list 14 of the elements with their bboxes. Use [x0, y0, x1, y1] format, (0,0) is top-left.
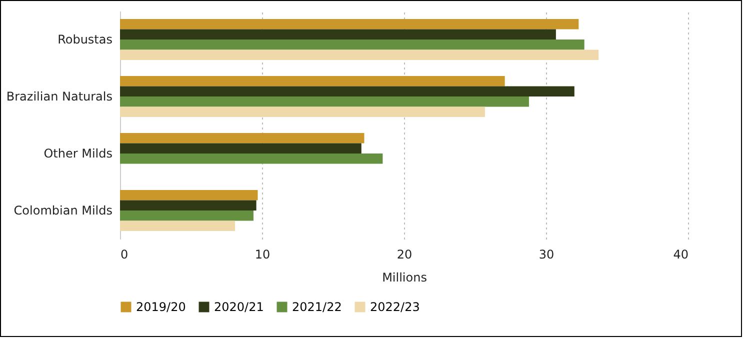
- x-tick-label: 10: [254, 248, 270, 262]
- x-axis-title: Millions: [382, 270, 427, 284]
- x-tick-label: 20: [396, 248, 412, 262]
- legend-label: 2021/22: [292, 300, 342, 314]
- y-tick-label: Brazilian Naturals: [6, 90, 112, 104]
- x-tick-label: 30: [538, 248, 554, 262]
- legend-label: 2022/23: [370, 300, 420, 314]
- y-tick-label: Colombian Milds: [14, 204, 112, 218]
- y-tick-label: Other Milds: [44, 146, 112, 160]
- legend-label: 2019/20: [136, 300, 186, 314]
- x-tick-label: 40: [673, 248, 688, 262]
- y-tick-label: Robustas: [58, 32, 112, 46]
- x-tick-label: 0: [120, 248, 128, 262]
- legend-label: 2020/21: [214, 300, 264, 314]
